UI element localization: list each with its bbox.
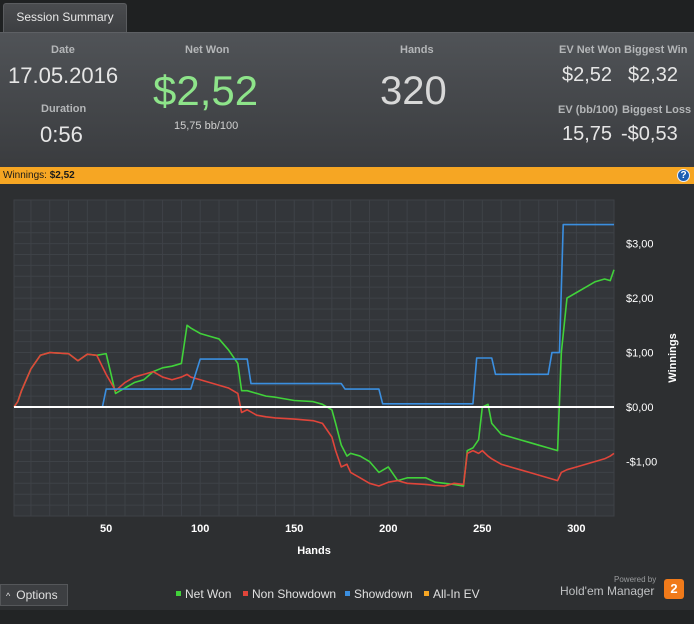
x-axis-label: Hands [297,545,331,557]
options-button[interactable]: ^ Options [0,584,68,606]
duration-label: Duration [41,103,87,115]
winnings-chart: 50 100 150 200 250 300 $3,00 $2,00 $1,00 $0,00 -$… [0,184,694,568]
x-tick-label: 200 [379,523,397,535]
ev-bb100-label: EV (bb/100) [558,104,618,116]
legend-label: Showdown [354,587,413,601]
chevron-up-icon: ^ [6,591,11,601]
x-tick-label: 300 [567,523,585,535]
y-axis-label: Winnings [667,333,679,382]
holdem-manager-logo-icon: 2 [664,579,684,599]
legend-label: Non Showdown [252,587,337,601]
help-icon[interactable]: ? [677,169,690,182]
y-tick-label: $2,00 [626,293,654,305]
holdem-manager-logo-text: Hold'em Manager [560,584,655,598]
date-label: Date [51,44,75,56]
x-tick-labels: 50 100 150 200 250 300 [100,523,586,535]
legend-item-showdown[interactable]: Showdown [345,587,413,601]
biggest-loss-label: Biggest Loss [622,104,692,116]
powered-by-text: Powered by [614,575,657,584]
winnings-bar: Winnings: $2,52 ? [0,167,694,184]
options-label: Options [16,588,58,602]
legend-label: All-In EV [433,587,480,601]
legend-item-all-in-ev[interactable]: All-In EV [424,587,480,601]
series-line-non-showdown [13,351,615,487]
winnings-label: Winnings: [3,170,47,181]
x-tick-label: 50 [100,523,112,535]
series-line-showdown [14,223,614,408]
legend-swatch [243,591,248,597]
y-tick-label: -$1,00 [626,457,657,469]
x-tick-label: 100 [191,523,209,535]
legend-item-net-won[interactable]: Net Won [176,587,231,601]
hands-label: Hands [400,44,434,56]
x-tick-label: 250 [473,523,491,535]
legend-swatch [176,591,181,597]
net-won-label: Net Won [185,44,230,56]
legend-item-non-showdown[interactable]: Non Showdown [243,587,336,601]
tab-session-summary[interactable]: Session Summary [3,3,127,32]
duration-value: 0:56 [40,122,83,147]
winnings-value: $2,52 [49,170,75,181]
biggest-loss-value: -$0,53 [621,123,678,145]
net-won-value: $2,52 [153,67,259,114]
grid-lines [14,200,615,516]
bottom-strip [0,610,694,624]
hands-value: 320 [380,69,447,113]
ev-net-won-label: EV Net Won [559,44,622,56]
biggest-win-label: Biggest Win [624,44,688,56]
y-tick-label: $0,00 [626,402,654,414]
y-tick-labels: $3,00 $2,00 $1,00 $0,00 -$1,00 [626,239,657,469]
y-tick-label: $1,00 [626,348,654,360]
x-tick-label: 150 [285,523,303,535]
tab-strip: Session Summary [0,0,694,32]
summary-panel: Date 17.05.2016 Duration 0:56 Net Won $2… [0,32,694,167]
ev-net-won-value: $2,52 [562,64,613,86]
biggest-win-value: $2,32 [628,64,679,86]
series-lines [13,223,615,487]
y-tick-label: $3,00 [626,239,654,251]
date-value: 17.05.2016 [8,63,119,88]
plot-area [13,199,615,517]
legend-label: Net Won [185,587,232,601]
bb100-value: 15,75 bb/100 [174,120,239,132]
ev-bb100-value: 15,75 [562,123,613,145]
legend-swatch [424,591,429,597]
legend-swatch [345,591,350,597]
